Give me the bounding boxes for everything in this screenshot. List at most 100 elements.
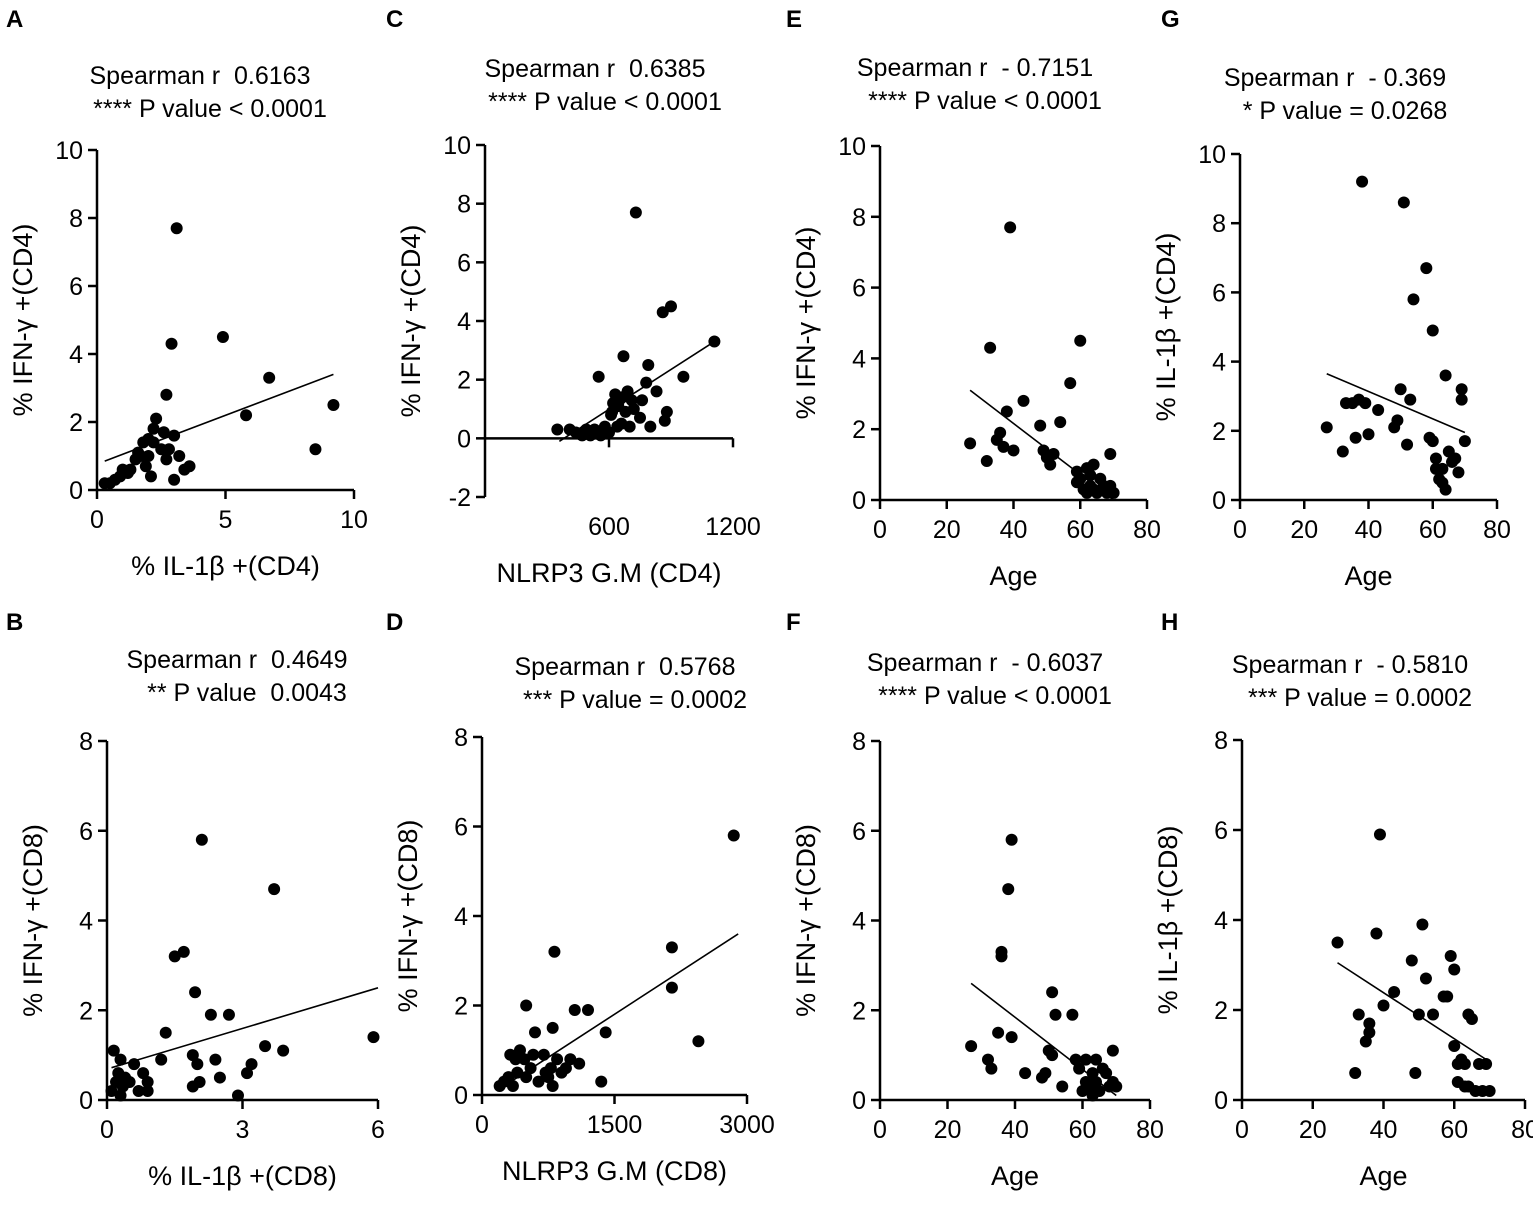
data-point: [1049, 1008, 1062, 1021]
data-point: [509, 1053, 522, 1066]
data-point: [640, 376, 653, 389]
data-point: [231, 1089, 244, 1102]
y-tick-label: 2: [1212, 418, 1226, 446]
panel-A: A Spearman r 0.6163 **** P value < 0.0001 0…: [0, 0, 380, 605]
data-point: [1436, 462, 1449, 475]
y-tick-label: 4: [79, 908, 93, 936]
y-tick-label: 0: [852, 487, 866, 515]
y-tick-label: 0: [1214, 1087, 1228, 1115]
data-point: [1439, 483, 1452, 496]
data-point: [114, 1089, 127, 1102]
data-point: [1110, 1080, 1123, 1093]
data-point: [1019, 1067, 1032, 1080]
y-tick-label: 10: [443, 132, 471, 160]
data-point: [105, 1085, 118, 1098]
y-tick-label: 4: [852, 908, 866, 936]
data-point: [965, 1040, 978, 1053]
data-point: [1419, 972, 1432, 985]
x-tick-label: 0: [1235, 1116, 1249, 1144]
data-point: [599, 1026, 612, 1039]
panel-label: B: [6, 609, 23, 636]
x-tick-label: 40: [1370, 1116, 1398, 1144]
data-point: [1349, 431, 1362, 444]
data-point: [1401, 438, 1414, 451]
data-point: [595, 1075, 608, 1088]
x-tick-label: 1200: [705, 513, 761, 541]
data-point: [123, 1076, 136, 1089]
y-tick-label: 2: [454, 993, 468, 1021]
data-point: [1416, 918, 1429, 931]
data-point: [1000, 405, 1013, 418]
data-point: [240, 409, 253, 422]
data-point: [980, 455, 993, 468]
data-point: [128, 1058, 141, 1071]
data-point: [139, 460, 152, 473]
data-point: [155, 1053, 168, 1066]
x-tick-label: 6: [371, 1116, 385, 1144]
data-point: [1404, 393, 1417, 406]
data-point: [546, 1080, 559, 1093]
data-point: [189, 986, 202, 999]
data-point: [173, 450, 186, 462]
x-tick-label: 80: [1483, 516, 1511, 544]
data-point: [195, 833, 208, 846]
spearman-r-text: Spearman r - 0.6037: [867, 649, 1103, 677]
data-point: [1039, 1067, 1052, 1080]
p-value-text: **** P value < 0.0001: [488, 88, 722, 116]
data-point: [1448, 963, 1461, 976]
panel-A-chart: A Spearman r 0.6163 **** P value < 0.0001 0…: [6, 6, 368, 581]
y-tick-label: 8: [69, 205, 83, 233]
data-point: [1002, 883, 1015, 896]
data-point: [114, 1053, 127, 1066]
data-point: [124, 463, 137, 476]
data-point: [636, 394, 649, 407]
x-tick-label: 10: [340, 506, 368, 534]
data-point: [506, 1080, 519, 1093]
data-point: [177, 945, 190, 958]
data-point: [692, 1035, 705, 1048]
x-tick-label: 0: [90, 506, 104, 534]
data-point: [582, 1003, 594, 1016]
panel-B: B Spearman r 0.4649 ** P value 0.0043 0 2 4 6 8…: [0, 605, 385, 1210]
p-value-text: *** P value = 0.0002: [1248, 684, 1472, 712]
panel-label: D: [386, 609, 403, 636]
data-point: [160, 453, 173, 466]
data-point: [1394, 383, 1407, 396]
y-tick-label: 10: [55, 137, 83, 165]
data-point: [1391, 414, 1404, 427]
y-tick-label: 2: [1214, 997, 1228, 1025]
data-point: [564, 1053, 577, 1066]
y-axis-label: % IL-1β +(CD4): [1151, 233, 1181, 422]
x-tick-label: 3: [236, 1116, 250, 1144]
data-point: [1370, 927, 1383, 940]
y-tick-label: 2: [79, 997, 93, 1025]
x-axis-label: Age: [1359, 1161, 1407, 1191]
data-point: [193, 1076, 206, 1089]
data-point: [1363, 1017, 1376, 1030]
data-point: [245, 1058, 258, 1071]
data-point: [1005, 1031, 1018, 1044]
y-tick-label: 8: [1212, 210, 1226, 238]
panel-E-chart: E Spearman r - 0.7151 **** P value < 0.000…: [786, 6, 1161, 591]
data-point: [660, 405, 673, 418]
y-tick-label: 2: [852, 997, 866, 1025]
panel-C-chart: C Spearman r 0.6385 **** P value < 0.0001 -…: [386, 6, 761, 588]
data-point: [995, 950, 1008, 963]
data-point: [1093, 1085, 1106, 1098]
data-point: [277, 1044, 290, 1057]
data-point: [518, 1053, 531, 1066]
data-point: [309, 443, 322, 456]
data-point: [1100, 1067, 1113, 1080]
data-point: [1005, 833, 1018, 846]
data-point: [1064, 377, 1077, 390]
panel-B-chart: B Spearman r 0.4649 ** P value 0.0043 0 2 4 6 8…: [6, 609, 385, 1191]
data-point: [629, 206, 642, 219]
data-point: [1320, 421, 1333, 434]
y-tick-label: 2: [852, 416, 866, 444]
x-tick-label: 0: [475, 1111, 489, 1139]
x-tick-label: 60: [1066, 516, 1094, 544]
data-point: [1336, 445, 1349, 458]
data-point: [644, 420, 657, 433]
data-point: [1483, 1085, 1496, 1097]
data-point: [1444, 950, 1457, 962]
